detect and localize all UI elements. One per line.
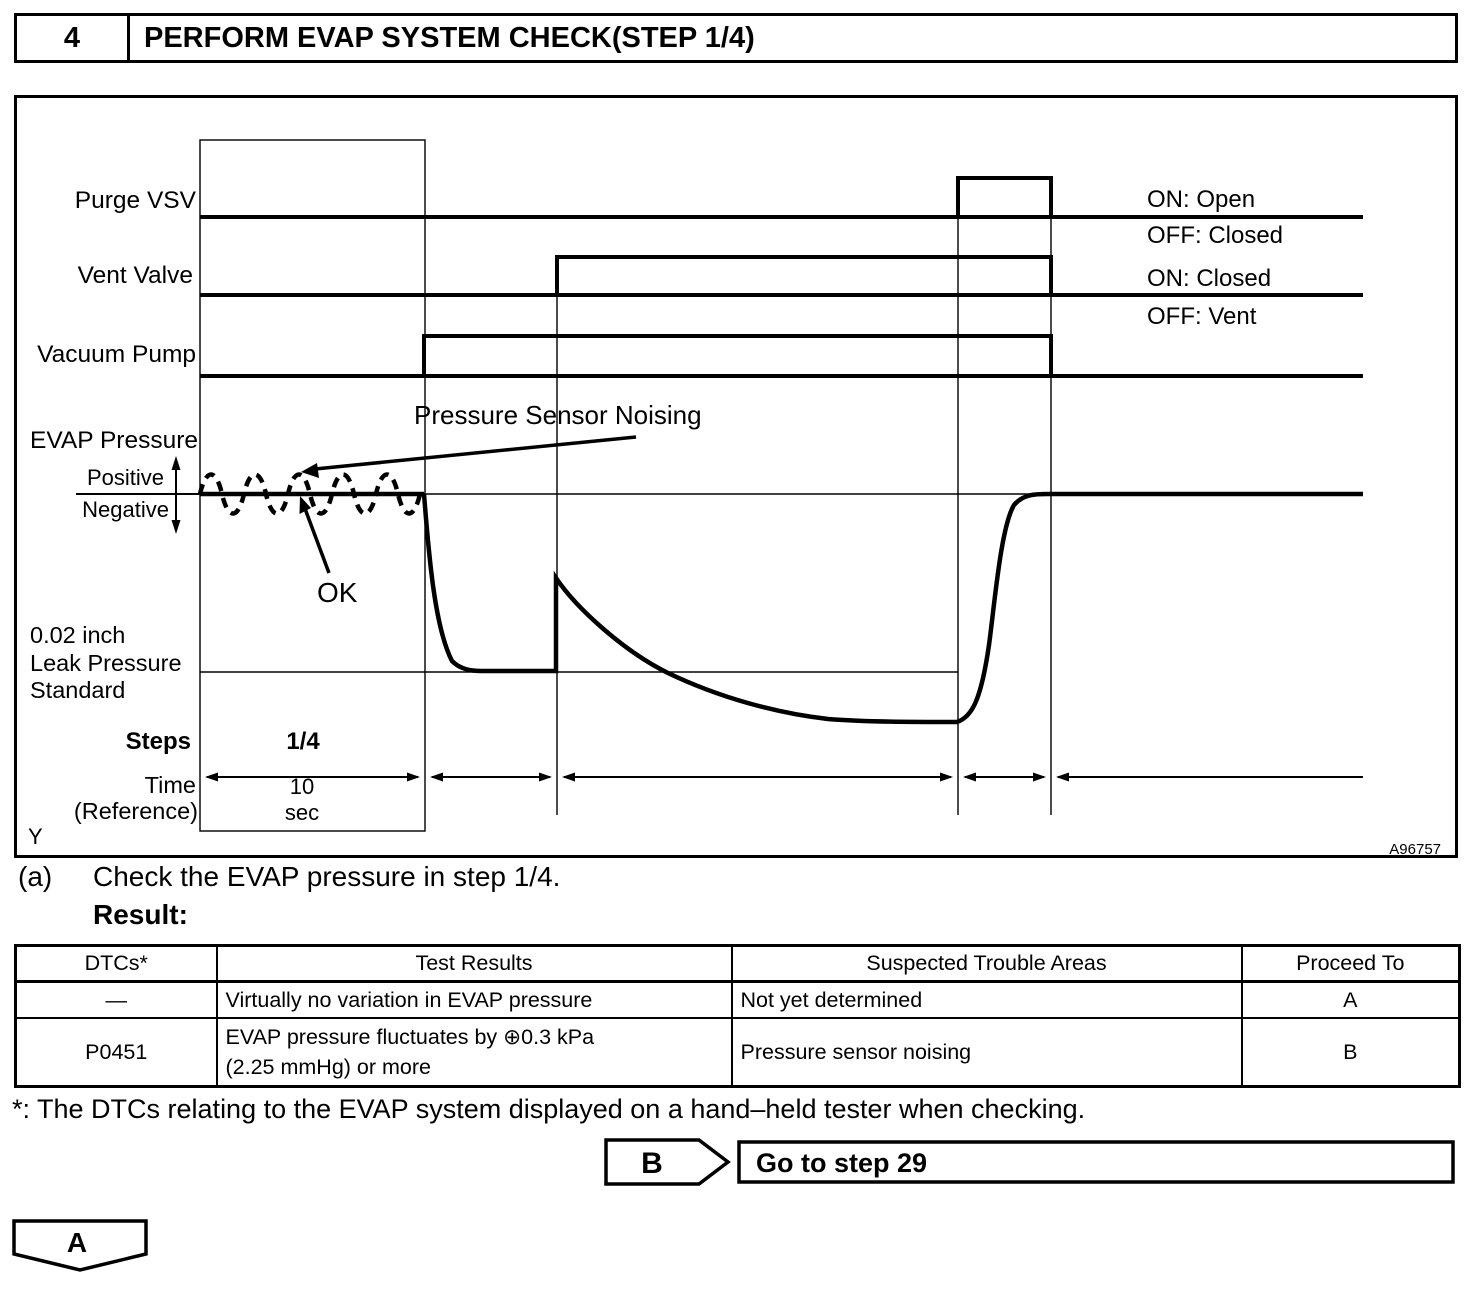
arrowhead — [205, 772, 218, 782]
time-value-10: 10 — [290, 774, 314, 799]
col-header-test-results: Test Results — [215, 944, 733, 983]
steps-label: Steps — [126, 728, 191, 755]
step-title: PERFORM EVAP SYSTEM CHECK(STEP 1/4) — [144, 21, 755, 54]
table-row: P0451 EVAP pressure fluctuates by ⊕0.3 k… — [14, 1017, 1461, 1088]
step-column-box — [199, 139, 426, 832]
steps-value: 1/4 — [286, 728, 320, 755]
arrowhead — [1033, 772, 1046, 782]
footnote: *: The DTCs relating to the EVAP system … — [12, 1094, 1086, 1124]
arrowhead — [430, 772, 443, 782]
noising-arrow-line — [314, 435, 637, 471]
cell-dtc: — — [14, 980, 218, 1019]
step-number: 4 — [63, 21, 81, 54]
a-connector-label: A — [67, 1227, 87, 1258]
a-connector: A — [12, 1219, 148, 1272]
purge-off-label: OFF: Closed — [1147, 222, 1283, 249]
instruction-line: (a) Check the EVAP pressure in step 1/4. — [18, 861, 560, 893]
arrowhead — [539, 772, 552, 782]
arrowhead — [940, 772, 953, 782]
cell-test-result: Virtually no variation in EVAP pressure — [215, 980, 733, 1019]
purge-on-label: ON: Open — [1147, 186, 1255, 213]
ok-arrowhead — [299, 496, 311, 514]
table-row: — Virtually no variation in EVAP pressur… — [14, 980, 1461, 1019]
b-connector-shape — [604, 1138, 731, 1186]
noising-arrowhead — [301, 463, 319, 478]
ok-arrow-line — [302, 505, 331, 574]
corner-y-label: Y — [28, 824, 43, 849]
cell-trouble-area: Not yet determined — [730, 980, 1243, 1019]
step-header: 4 PERFORM EVAP SYSTEM CHECK(STEP 1/4) — [14, 13, 1458, 63]
b-action-text: Go to step 29 — [756, 1148, 927, 1178]
purge-vsv-pulse — [956, 176, 1053, 217]
a-connector-shape — [12, 1219, 148, 1272]
instruction-index: (a) — [18, 861, 53, 892]
vacuum-pump-label: Vacuum Pump — [37, 341, 196, 368]
evap-pressure-label: EVAP Pressure — [30, 427, 198, 454]
arrowhead — [562, 772, 575, 782]
table-header-row: DTCs* Test Results Suspected Trouble Are… — [14, 944, 1461, 983]
col-header-trouble-areas: Suspected Trouble Areas — [730, 944, 1243, 983]
leak-label-3: Standard — [30, 677, 125, 703]
evap-pressure-curve — [421, 491, 1363, 725]
cell-dtc: P0451 — [14, 1017, 218, 1088]
leak-label-2: Leak Pressure — [30, 650, 182, 676]
test-result-line-2: (2.25 mmHg) or more — [225, 1055, 432, 1079]
leak-label-1: 0.02 inch — [30, 622, 125, 648]
pressure-axis-arrowhead-down — [171, 520, 181, 534]
b-connector-row: B Go to step 29 — [604, 1138, 1455, 1186]
figure-id: A96757 — [1389, 841, 1441, 855]
vent-on-label: ON: Closed — [1147, 265, 1271, 292]
timing-diagram-svg: Purge VSV Vent Valve Vacuum Pump ON: Ope… — [28, 139, 1441, 855]
positive-label: Positive — [87, 465, 164, 490]
arrowhead — [1056, 772, 1069, 782]
result-label: Result: — [93, 899, 188, 930]
cell-test-result: EVAP pressure fluctuates by ⊕0.3 kPa (2.… — [215, 1017, 733, 1088]
arrowhead — [407, 772, 420, 782]
header-divider — [127, 16, 130, 60]
purge-vsv-label: Purge VSV — [75, 187, 197, 214]
negative-label: Negative — [82, 497, 169, 522]
col-header-dtcs: DTCs* — [14, 944, 218, 983]
time-value-sec: sec — [285, 800, 319, 825]
pressure-axis-arrowhead-up — [171, 456, 181, 470]
noising-label: Pressure Sensor Noising — [414, 400, 702, 430]
pressure-noise-wave — [197, 472, 423, 516]
arrowhead — [963, 772, 976, 782]
instruction-text: Check the EVAP pressure in step 1/4. — [93, 861, 561, 892]
cell-proceed-to: A — [1240, 980, 1461, 1019]
b-action-box — [737, 1140, 1455, 1184]
b-connector-label: B — [641, 1147, 663, 1180]
vent-valve-high — [555, 255, 1053, 295]
cell-trouble-area: Pressure sensor noising — [730, 1017, 1243, 1088]
result-table: DTCs* Test Results Suspected Trouble Are… — [14, 944, 1461, 1088]
vacuum-pump-high — [422, 334, 1053, 376]
test-result-line-1: EVAP pressure fluctuates by ⊕0.3 kPa — [225, 1025, 595, 1049]
time-label: Time — [145, 772, 196, 798]
vent-off-label: OFF: Vent — [1147, 303, 1257, 330]
cell-proceed-to: B — [1240, 1017, 1461, 1088]
col-header-proceed-to: Proceed To — [1240, 944, 1461, 983]
evap-timing-diagram: Purge VSV Vent Valve Vacuum Pump ON: Ope… — [14, 95, 1458, 858]
ok-label: OK — [317, 577, 358, 608]
time-reference-label: (Reference) — [74, 798, 198, 824]
vent-valve-label: Vent Valve — [78, 262, 193, 289]
